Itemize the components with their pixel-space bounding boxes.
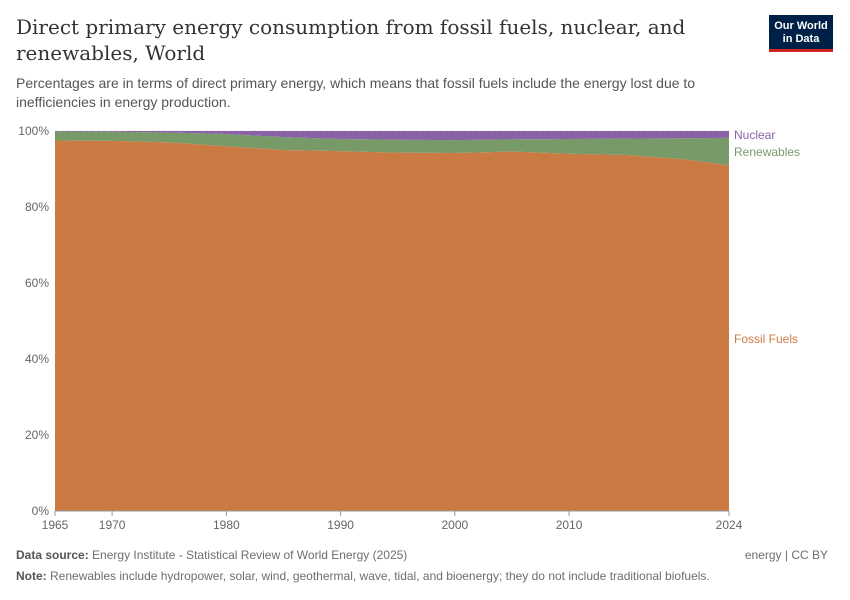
x-tick-label: 2000 <box>441 518 468 532</box>
x-tick-label: 1980 <box>213 518 240 532</box>
note-text: Renewables include hydropower, solar, wi… <box>50 569 710 583</box>
legend-label-renewables: Renewables <box>734 145 800 159</box>
y-tick-label: 0% <box>32 504 50 518</box>
legend-label-fossil-fuels: Fossil Fuels <box>734 332 798 346</box>
data-source: Data source: Energy Institute - Statisti… <box>16 548 407 562</box>
area-nuclear <box>55 131 729 141</box>
area-renewables <box>55 131 729 166</box>
note-label: Note: <box>16 569 47 583</box>
y-tick-label: 60% <box>25 276 49 290</box>
x-tick-label: 1990 <box>327 518 354 532</box>
owid-logo[interactable]: Our World in Data <box>769 15 833 52</box>
chart-title: Direct primary energy consumption from f… <box>16 15 686 65</box>
y-tick-label: 20% <box>25 428 49 442</box>
chart-subtitle: Percentages are in terms of direct prima… <box>16 75 696 110</box>
logo-text: Our World in Data <box>774 20 828 45</box>
x-tick-label: 2024 <box>716 518 743 532</box>
y-tick-label: 80% <box>25 200 49 214</box>
area-fossil-fuels <box>55 140 729 511</box>
source-label: Data source: <box>16 548 89 562</box>
x-tick-label: 1965 <box>42 518 69 532</box>
y-tick-label: 100% <box>18 124 49 138</box>
x-tick-label: 1970 <box>99 518 126 532</box>
legend-label-nuclear: Nuclear <box>734 128 775 142</box>
source-text[interactable]: Energy Institute - Statistical Review of… <box>92 548 408 562</box>
license[interactable]: energy | CC BY <box>744 548 828 562</box>
note: Note: Renewables include hydropower, sol… <box>16 569 710 583</box>
y-tick-label: 40% <box>25 352 49 366</box>
x-tick-label: 2010 <box>556 518 583 532</box>
